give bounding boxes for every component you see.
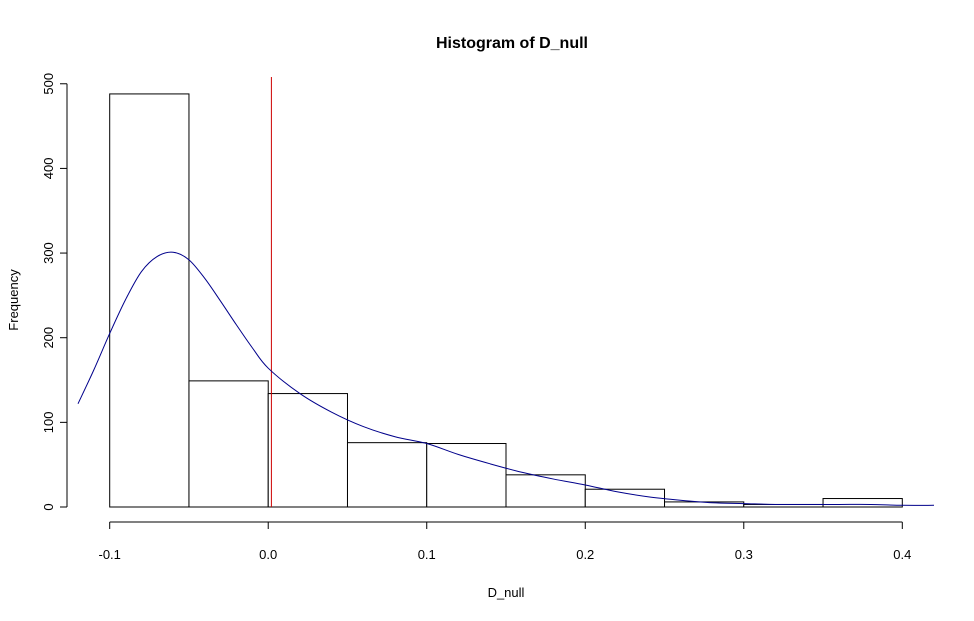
histogram-bar-2 xyxy=(267,393,348,508)
bars-group xyxy=(109,93,903,508)
histogram-bar-5 xyxy=(505,474,586,508)
y-tick-label-0: 0 xyxy=(41,503,56,510)
y-tick-label-2: 200 xyxy=(41,327,56,349)
histogram-bar-9 xyxy=(822,498,903,508)
x-tick-label-0: -0.1 xyxy=(99,547,121,562)
histogram-bar-3 xyxy=(346,442,428,508)
x-tick-label-5: 0.4 xyxy=(893,547,911,562)
y-axis: 0 100 200 300 400 500 xyxy=(41,73,68,511)
x-tick-label-2: 0.1 xyxy=(418,547,436,562)
x-axis: -0.1 0.0 0.1 0.2 0.3 0.4 xyxy=(99,521,911,562)
y-tick-label-5: 500 xyxy=(41,73,56,95)
chart-title: Histogram of D_null xyxy=(436,35,588,52)
density-curve xyxy=(77,251,935,506)
y-tick-label-3: 300 xyxy=(41,242,56,264)
histogram-bar-1 xyxy=(188,380,269,508)
y-tick-label-1: 100 xyxy=(41,412,56,434)
histogram-bar-6 xyxy=(584,488,666,508)
histogram-bar-0 xyxy=(109,93,190,508)
x-tick-label-1: 0.0 xyxy=(259,547,277,562)
x-tick-label-3: 0.2 xyxy=(576,547,594,562)
x-axis-label: D_null xyxy=(488,585,525,600)
y-tick-label-4: 400 xyxy=(41,158,56,180)
histogram-bar-4 xyxy=(426,443,507,508)
x-tick-label-4: 0.3 xyxy=(735,547,753,562)
y-axis-label: Frequency xyxy=(6,269,21,331)
